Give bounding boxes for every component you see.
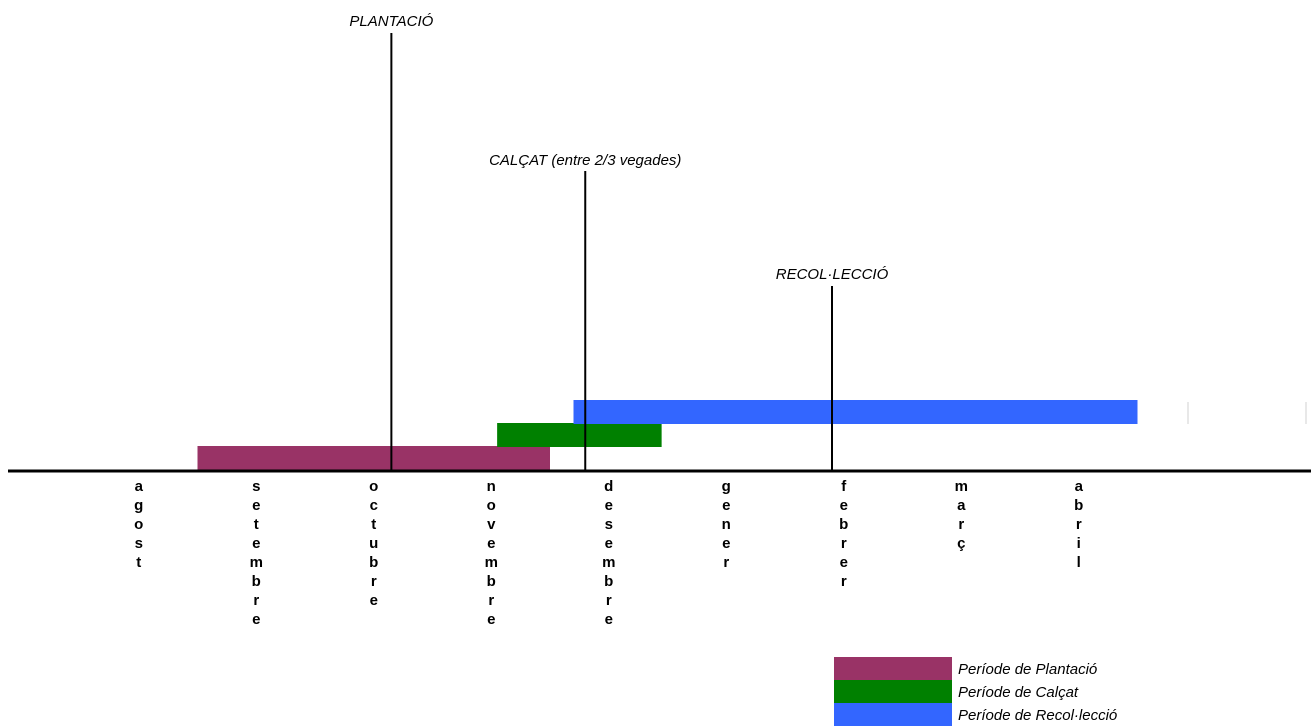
month-letter: r — [723, 554, 729, 571]
event-label: RECOL·LECCIÓ — [776, 266, 889, 283]
month-letter: b — [1074, 497, 1083, 514]
month-letter: e — [722, 497, 730, 514]
legend-item: Període de Recol·lecció — [834, 703, 1117, 726]
month-letter: e — [252, 611, 260, 628]
month-letter: n — [487, 478, 496, 495]
legend-swatch — [834, 703, 952, 726]
month-letter: r — [841, 573, 847, 590]
legend-swatch — [834, 680, 952, 703]
month-letter: e — [252, 535, 260, 552]
month-letter: c — [370, 497, 378, 514]
month-letter: i — [1077, 535, 1081, 552]
legend-swatch — [834, 657, 952, 680]
month-letter: g — [134, 497, 143, 514]
month-letter: e — [605, 497, 613, 514]
month-letter: m — [485, 554, 498, 571]
event-markers: PLANTACIÓ CALÇAT (entre 2/3 vegades) RECOL… — [349, 13, 889, 471]
month-letter: ç — [957, 535, 965, 552]
period-bar — [497, 423, 662, 447]
month-letter: g — [722, 478, 731, 495]
month-letter: t — [136, 554, 141, 571]
legend-item: Període de Calçat — [834, 680, 1079, 703]
legend-label: Període de Calçat — [958, 684, 1079, 701]
month-letter: v — [487, 516, 496, 533]
period-bars — [197, 400, 1138, 470]
period-bar — [573, 400, 1138, 424]
month-letter: a — [957, 497, 966, 514]
month-letter: e — [722, 535, 730, 552]
month-letter: s — [135, 535, 143, 552]
month-letter: b — [839, 516, 848, 533]
month-letter: e — [840, 554, 848, 571]
month-letter: d — [604, 478, 613, 495]
edge-marks — [1187, 402, 1307, 424]
month-letter: t — [371, 516, 376, 533]
month-letter: o — [134, 516, 143, 533]
month-letter: e — [605, 535, 613, 552]
month-letter: t — [254, 516, 259, 533]
legend-label: Període de Plantació — [958, 661, 1097, 678]
month-letter: r — [606, 592, 612, 609]
month-letter: b — [252, 573, 261, 590]
month-letter: o — [487, 497, 496, 514]
month-letter: e — [487, 611, 495, 628]
month-letter: r — [841, 535, 847, 552]
month-letter: r — [488, 592, 494, 609]
month-letter: n — [722, 516, 731, 533]
month-letter: o — [369, 478, 378, 495]
month-letter: b — [369, 554, 378, 571]
month-letter: b — [604, 573, 613, 590]
month-letter: f — [841, 478, 847, 495]
month-letter: e — [252, 497, 260, 514]
month-letter: a — [1075, 478, 1084, 495]
month-labels: agostsetembreoctubrenovembredesembregene… — [134, 478, 1083, 628]
event-label: PLANTACIÓ — [349, 13, 433, 30]
month-letter: l — [1077, 554, 1081, 571]
month-letter: m — [955, 478, 968, 495]
month-letter: e — [370, 592, 378, 609]
period-bar — [197, 446, 550, 470]
month-letter: r — [958, 516, 964, 533]
legend-label: Període de Recol·lecció — [958, 707, 1117, 724]
month-letter: b — [487, 573, 496, 590]
month-letter: e — [840, 497, 848, 514]
month-letter: m — [602, 554, 615, 571]
month-letter: a — [135, 478, 144, 495]
month-letter: e — [605, 611, 613, 628]
legend-item: Període de Plantació — [834, 657, 1097, 680]
month-letter: e — [487, 535, 495, 552]
month-letter: r — [1076, 516, 1082, 533]
legend: Període de Plantació Període de Calçat Per… — [834, 657, 1117, 726]
month-letter: r — [371, 573, 377, 590]
month-letter: r — [253, 592, 259, 609]
month-letter: s — [605, 516, 613, 533]
month-letter: u — [369, 535, 378, 552]
month-letter: s — [252, 478, 260, 495]
event-label: CALÇAT (entre 2/3 vegades) — [489, 152, 681, 169]
month-letter: m — [250, 554, 263, 571]
